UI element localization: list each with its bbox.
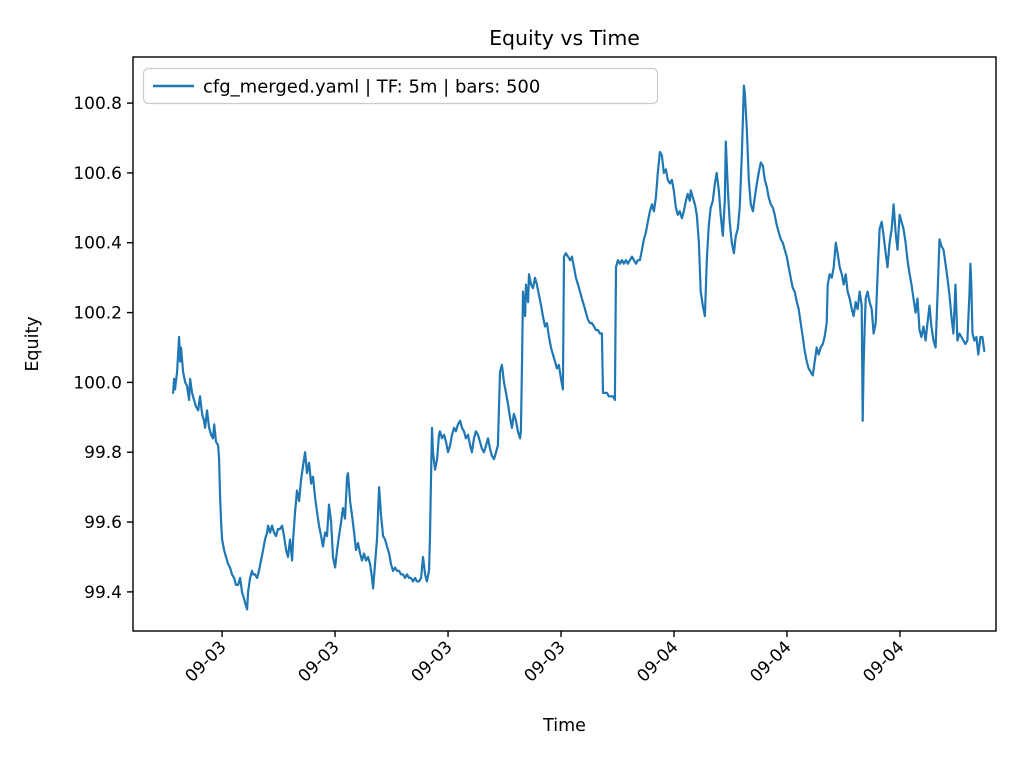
x-tick-label: 09-03 bbox=[520, 637, 569, 686]
y-tick-label: 100.6 bbox=[73, 164, 122, 184]
equity-series-line bbox=[172, 84, 986, 611]
y-axis-label: Equity bbox=[23, 316, 43, 371]
x-tick-label: 09-03 bbox=[182, 637, 231, 686]
x-tick-label: 09-03 bbox=[295, 637, 344, 686]
x-tick-label: 09-04 bbox=[859, 637, 908, 686]
y-tick-label: 100.0 bbox=[73, 373, 122, 393]
x-tick-label: 09-03 bbox=[407, 637, 456, 686]
y-tick-label: 100.8 bbox=[73, 94, 122, 114]
x-tick-label: 09-04 bbox=[633, 637, 682, 686]
y-tick-label: 100.2 bbox=[73, 304, 122, 324]
x-tick-label: 09-04 bbox=[746, 637, 795, 686]
legend-label: cfg_merged.yaml | TF: 5m | bars: 500 bbox=[203, 77, 540, 98]
y-tick-label: 99.4 bbox=[84, 583, 122, 603]
x-axis-label: Time bbox=[542, 716, 586, 736]
y-tick-label: 100.4 bbox=[73, 234, 122, 254]
chart-title: Equity vs Time bbox=[489, 26, 640, 50]
plot-area-border bbox=[132, 56, 997, 632]
legend: cfg_merged.yaml | TF: 5m | bars: 500 bbox=[142, 67, 659, 105]
y-tick-label: 99.8 bbox=[84, 443, 122, 463]
legend-box bbox=[142, 67, 659, 105]
y-tick-label: 99.6 bbox=[84, 513, 122, 533]
